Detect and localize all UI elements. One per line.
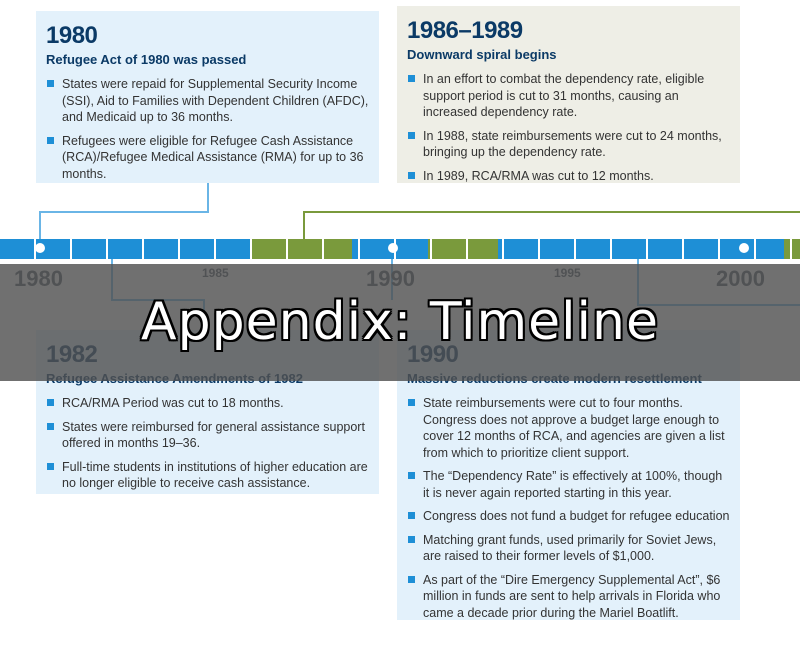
- list-item: In an effort to combat the dependency ra…: [407, 71, 730, 121]
- tick: [646, 239, 648, 259]
- marker-2000: [739, 243, 749, 253]
- bullet-square-icon: [408, 131, 415, 139]
- tick: [322, 239, 324, 259]
- tick: [574, 239, 576, 259]
- segment-green-2: [428, 239, 498, 259]
- bullet-square-icon: [47, 462, 54, 470]
- tick: [106, 239, 108, 259]
- marker-1980: [35, 243, 45, 253]
- tick: [754, 239, 756, 259]
- segment-green-3: [784, 239, 800, 259]
- bullet-text: RCA/RMA Period was cut to 18 months.: [62, 396, 284, 410]
- bullet-square-icon: [408, 472, 415, 479]
- bullet-text: States were reimbursed for general assis…: [62, 419, 365, 451]
- bullet-text: The “Dependency Rate” is effectively at …: [423, 469, 723, 500]
- event-bullets: In an effort to combat the dependency ra…: [407, 71, 730, 184]
- tick: [718, 239, 720, 259]
- event-bullets: State reimbursements were cut to four mo…: [407, 395, 730, 621]
- bullet-text: As part of the “Dire Emergency Supplemen…: [423, 572, 721, 620]
- bullet-square-icon: [47, 399, 54, 406]
- list-item: In 1988, state reimbursements were cut t…: [407, 128, 730, 161]
- event-subtitle: Downward spiral begins: [407, 47, 557, 62]
- bullet-square-icon: [47, 80, 54, 87]
- connector-1980: [39, 183, 209, 248]
- event-bullets: RCA/RMA Period was cut to 18 months. Sta…: [46, 395, 369, 492]
- bullet-text: State reimbursements were cut to four mo…: [423, 396, 725, 460]
- list-item: Congress does not fund a budget for refu…: [407, 508, 730, 525]
- tick: [682, 239, 684, 259]
- bullet-square-icon: [47, 422, 54, 430]
- event-bullets: States were repaid for Supplemental Secu…: [46, 76, 369, 182]
- bullet-text: In an effort to combat the dependency ra…: [423, 72, 705, 119]
- tick: [430, 239, 432, 259]
- list-item: As part of the “Dire Emergency Supplemen…: [407, 572, 730, 622]
- event-card-1980: 1980 Refugee Act of 1980 was passed Stat…: [36, 11, 379, 183]
- bullet-text: In 1988, state reimbursements were cut t…: [423, 128, 722, 160]
- list-item: States were reimbursed for general assis…: [46, 419, 369, 452]
- segment-blue-3: [498, 239, 784, 259]
- tick: [358, 239, 360, 259]
- list-item: In 1989, RCA/RMA was cut to 12 months.: [407, 168, 730, 185]
- tick: [538, 239, 540, 259]
- list-item: Full-time students in institutions of hi…: [46, 459, 369, 492]
- bullet-square-icon: [47, 136, 54, 144]
- bullet-square-icon: [408, 171, 415, 179]
- tick: [466, 239, 468, 259]
- tick: [610, 239, 612, 259]
- list-item: RCA/RMA Period was cut to 18 months.: [46, 395, 369, 412]
- tick: [142, 239, 144, 259]
- bullet-text: Full-time students in institutions of hi…: [62, 459, 368, 491]
- event-card-1986-1989: 1986–1989 Downward spiral begins In an e…: [397, 6, 740, 183]
- timeline-bar: [0, 239, 800, 259]
- tick: [790, 239, 792, 259]
- segment-green-1: [252, 239, 352, 259]
- list-item: The “Dependency Rate” is effectively at …: [407, 468, 730, 501]
- page-title: Appendix: Timeline: [141, 292, 659, 352]
- marker-1990: [388, 243, 398, 253]
- event-year: 1986–1989: [407, 17, 523, 44]
- connector-1986: [303, 211, 800, 248]
- list-item: Refugees were eligible for Refugee Cash …: [46, 133, 369, 183]
- bullet-square-icon: [408, 575, 415, 583]
- tick: [178, 239, 180, 259]
- list-item: Matching grant funds, used primarily for…: [407, 532, 730, 565]
- event-year: 1980: [46, 22, 98, 49]
- bullet-text: States were repaid for Supplemental Secu…: [62, 77, 369, 124]
- bullet-square-icon: [408, 535, 415, 543]
- bullet-square-icon: [408, 399, 415, 406]
- title-banner: Appendix: Timeline: [0, 264, 800, 381]
- bullet-square-icon: [408, 512, 415, 519]
- list-item: State reimbursements were cut to four mo…: [407, 395, 730, 461]
- tick: [286, 239, 288, 259]
- event-subtitle: Refugee Act of 1980 was passed: [46, 52, 247, 67]
- bullet-text: In 1989, RCA/RMA was cut to 12 months.: [423, 168, 654, 183]
- bullet-text: Matching grant funds, used primarily for…: [423, 532, 717, 564]
- tick: [70, 239, 72, 259]
- segment-blue-1: [0, 239, 252, 259]
- tick: [214, 239, 216, 259]
- bullet-text: Congress does not fund a budget for refu…: [423, 509, 730, 523]
- tick: [502, 239, 504, 259]
- list-item: States were repaid for Supplemental Secu…: [46, 76, 369, 126]
- tick: [250, 239, 252, 259]
- bullet-text: Refugees were eligible for Refugee Cash …: [62, 133, 364, 181]
- bullet-square-icon: [408, 75, 415, 82]
